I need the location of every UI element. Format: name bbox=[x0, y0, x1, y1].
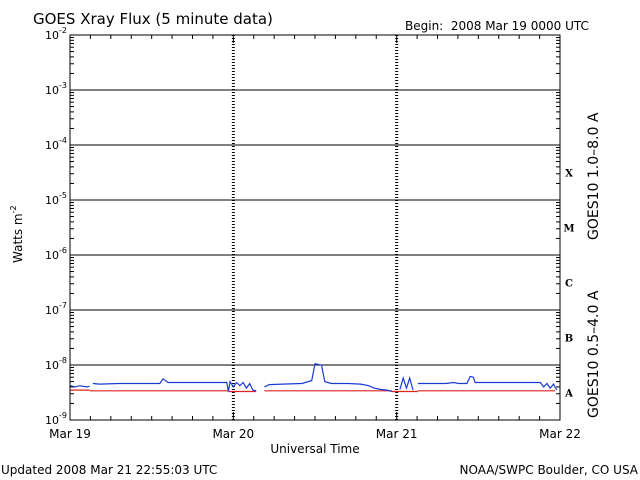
flare-class-label: A bbox=[564, 389, 573, 400]
y-tick-label: 10-8 bbox=[45, 356, 67, 372]
updated-timestamp: Updated 2008 Mar 21 22:55:03 UTC bbox=[1, 463, 217, 477]
chart-title: GOES Xray Flux (5 minute data) bbox=[33, 10, 273, 28]
y-tick-label: 10-2 bbox=[45, 26, 67, 42]
y-tick-exponent: -4 bbox=[59, 136, 67, 145]
y-tick-exponent: -7 bbox=[59, 301, 67, 310]
x-axis-ticks: Mar 19 Mar 20 Mar 21 Mar 22 bbox=[49, 35, 581, 441]
y-tick-base: 10 bbox=[45, 29, 59, 42]
data-source: NOAA/SWPC Boulder, CO USA bbox=[460, 463, 639, 477]
flare-class-labels: X M C B A bbox=[563, 169, 574, 400]
y-tick-base: 10 bbox=[45, 249, 59, 262]
x-axis-label: Universal Time bbox=[270, 442, 359, 456]
y-tick-exponent: -3 bbox=[59, 81, 67, 90]
y-tick-base: 10 bbox=[45, 194, 59, 207]
y-tick-label: 10-6 bbox=[45, 246, 67, 262]
y-axis-ticks: 10-910-810-710-610-510-410-310-2 bbox=[45, 26, 560, 427]
day-dividers bbox=[231, 35, 399, 420]
plot-frame bbox=[69, 34, 561, 421]
gridlines bbox=[70, 34, 560, 421]
legend-series-short: GOES10 0.5–4.0 A bbox=[586, 290, 602, 418]
y-tick-exponent: -8 bbox=[59, 356, 67, 365]
y-tick-base: 10 bbox=[45, 139, 59, 152]
y-tick-base: 10 bbox=[45, 304, 59, 317]
y-axis-label: Watts m-2 bbox=[9, 205, 25, 263]
legend-series-long: GOES10 1.0–8.0 A bbox=[586, 112, 602, 240]
y-tick-label: 10-7 bbox=[45, 301, 67, 317]
y-tick-exponent: -2 bbox=[59, 26, 67, 35]
begin-label: Begin: 2008 Mar 19 0000 UTC bbox=[405, 19, 589, 33]
y-tick-base: 10 bbox=[45, 84, 59, 97]
series-short-line bbox=[417, 375, 558, 391]
flare-class-label: C bbox=[565, 279, 573, 290]
series-short-line bbox=[264, 363, 392, 393]
y-axis-label-exp: -2 bbox=[9, 205, 18, 213]
series-short-line bbox=[399, 375, 414, 391]
y-tick-label: 10-5 bbox=[45, 191, 67, 207]
y-tick-exponent: -6 bbox=[59, 246, 67, 255]
x-tick-label: Mar 22 bbox=[539, 427, 581, 441]
y-tick-base: 10 bbox=[45, 359, 59, 372]
y-tick-label: 10-4 bbox=[45, 136, 67, 152]
x-tick-label: Mar 21 bbox=[376, 427, 418, 441]
series-group bbox=[69, 363, 558, 393]
series-short-line bbox=[92, 377, 257, 392]
x-tick-label: Mar 20 bbox=[212, 427, 254, 441]
y-tick-exponent: -9 bbox=[59, 411, 67, 420]
x-tick-label: Mar 19 bbox=[49, 427, 91, 441]
flare-class-label: M bbox=[563, 224, 574, 235]
flare-class-label: X bbox=[565, 169, 573, 180]
flare-class-label: B bbox=[565, 334, 573, 345]
y-tick-label: 10-3 bbox=[45, 81, 67, 97]
y-tick-exponent: -5 bbox=[59, 191, 67, 200]
y-axis-label-text: Watts m bbox=[11, 213, 25, 263]
y-tick-label: 10-9 bbox=[45, 411, 67, 427]
y-tick-base: 10 bbox=[45, 414, 59, 427]
